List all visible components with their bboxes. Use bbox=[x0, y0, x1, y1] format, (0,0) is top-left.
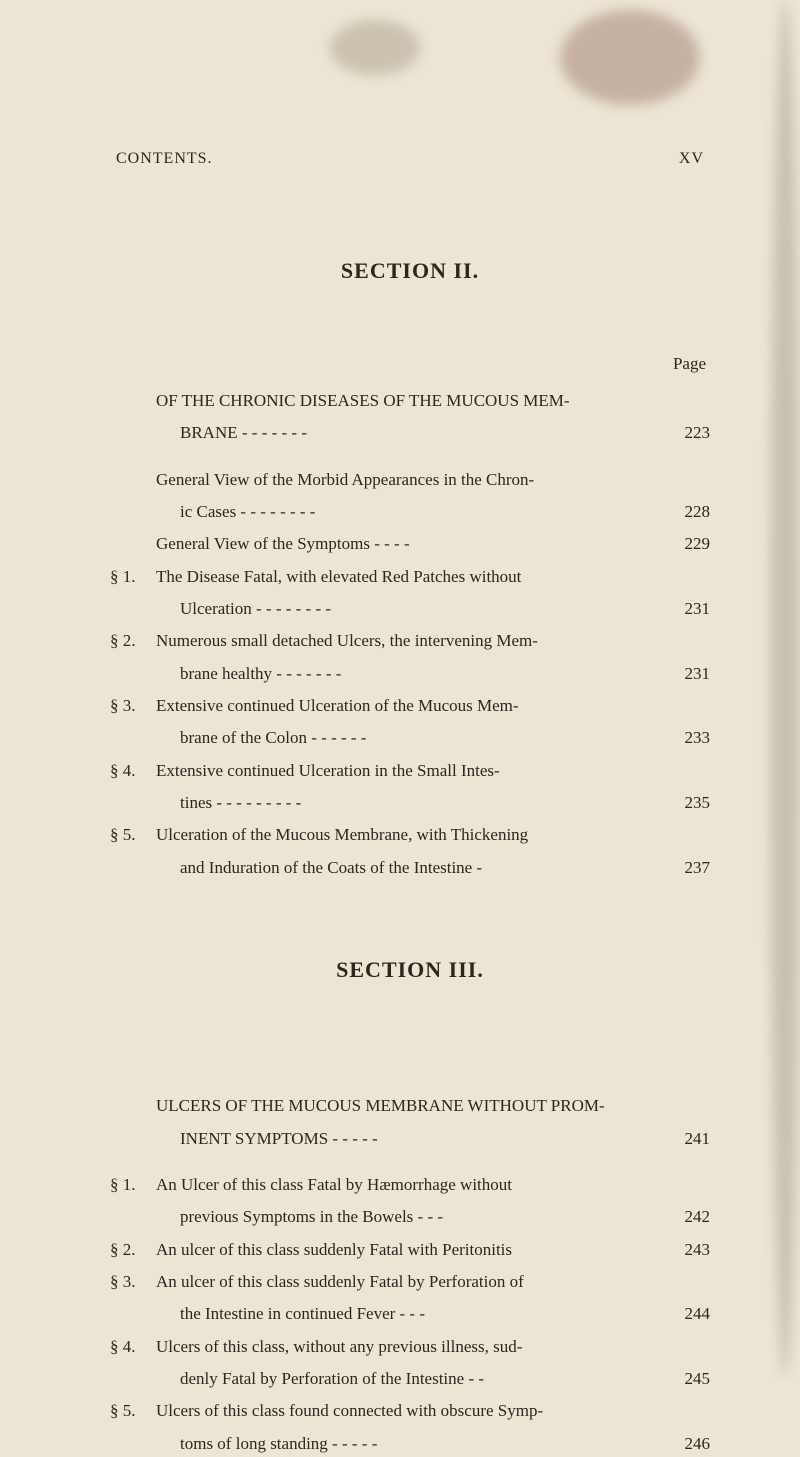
entry-text: toms of long standing - - - - - bbox=[156, 1431, 656, 1457]
entry-page: 242 bbox=[656, 1204, 710, 1230]
entry-text: Extensive continued Ulceration of the Mu… bbox=[156, 693, 656, 719]
section-3-entry: § 3.An ulcer of this class suddenly Fata… bbox=[110, 1269, 710, 1295]
entry-page: 233 bbox=[656, 725, 710, 751]
entry-text: OF THE CHRONIC DISEASES OF THE MUCOUS ME… bbox=[156, 388, 656, 414]
section-3-entry: toms of long standing - - - - -246 bbox=[110, 1431, 710, 1457]
entry-marker: § 2. bbox=[110, 1237, 156, 1263]
running-head: CONTENTS. XV bbox=[110, 150, 710, 168]
entry-text: An Ulcer of this class Fatal by Hæmorrha… bbox=[156, 1172, 656, 1198]
entry-text: Ulceration - - - - - - - - bbox=[156, 596, 656, 622]
section-2-entry: § 2.Numerous small detached Ulcers, the … bbox=[110, 628, 710, 654]
entry-page: 231 bbox=[656, 661, 710, 687]
section-2-entry: § 4.Extensive continued Ulceration in th… bbox=[110, 758, 710, 784]
entry-text: and Induration of the Coats of the Intes… bbox=[156, 855, 656, 881]
section-3-entry: § 4.Ulcers of this class, without any pr… bbox=[110, 1334, 710, 1360]
entry-text: previous Symptoms in the Bowels - - - bbox=[156, 1204, 656, 1230]
entry-text: ic Cases - - - - - - - - bbox=[156, 499, 656, 525]
section-3-entry: § 1.An Ulcer of this class Fatal by Hæmo… bbox=[110, 1172, 710, 1198]
section-2-entry: General View of the Symptoms - - - -229 bbox=[110, 531, 710, 557]
entry-marker: § 4. bbox=[110, 758, 156, 784]
entry-text: INENT SYMPTOMS - - - - - bbox=[156, 1126, 656, 1152]
section-3-head-line1: ULCERS OF THE MUCOUS MEMBRANE WITHOUT PR… bbox=[110, 1093, 710, 1119]
entry-marker: § 3. bbox=[110, 1269, 156, 1295]
section-2-head-line2: BRANE - - - - - - - 223 bbox=[110, 420, 710, 446]
page: CONTENTS. XV SECTION II. Page OF THE CHR… bbox=[0, 0, 800, 1377]
entry-page: 237 bbox=[656, 855, 710, 881]
entry-page: 241 bbox=[656, 1126, 710, 1152]
entry-marker: § 5. bbox=[110, 822, 156, 848]
section-2-entry: brane healthy - - - - - - -231 bbox=[110, 661, 710, 687]
section-3-entry: previous Symptoms in the Bowels - - -242 bbox=[110, 1204, 710, 1230]
entry-text: General View of the Morbid Appearances i… bbox=[156, 467, 656, 493]
entry-page: 244 bbox=[656, 1301, 710, 1327]
section-2-entry: brane of the Colon - - - - - -233 bbox=[110, 725, 710, 751]
entry-text: The Disease Fatal, with elevated Red Pat… bbox=[156, 564, 656, 590]
section-2-entry: ic Cases - - - - - - - -228 bbox=[110, 499, 710, 525]
section-2-entry: § 5.Ulceration of the Mucous Membrane, w… bbox=[110, 822, 710, 848]
entry-page: 235 bbox=[656, 790, 710, 816]
section-3-entry: denly Fatal by Perforation of the Intest… bbox=[110, 1366, 710, 1392]
entry-page: 229 bbox=[656, 531, 710, 557]
section-3-title: SECTION III. bbox=[110, 957, 710, 983]
running-head-right: XV bbox=[679, 150, 704, 168]
entry-text: General View of the Symptoms - - - - bbox=[156, 531, 656, 557]
section-3-head-line2: INENT SYMPTOMS - - - - - 241 bbox=[110, 1126, 710, 1152]
entry-page: 223 bbox=[656, 420, 710, 446]
running-head-left: CONTENTS. bbox=[116, 150, 213, 168]
entry-text: the Intestine in continued Fever - - - bbox=[156, 1301, 656, 1327]
section-2-entry: General View of the Morbid Appearances i… bbox=[110, 467, 710, 493]
section-2-entry: tines - - - - - - - - -235 bbox=[110, 790, 710, 816]
entry-marker: § 4. bbox=[110, 1334, 156, 1360]
section-2-entry: and Induration of the Coats of the Intes… bbox=[110, 855, 710, 881]
entry-marker: § 1. bbox=[110, 1172, 156, 1198]
entry-marker: § 5. bbox=[110, 1398, 156, 1424]
entry-text: BRANE - - - - - - - bbox=[156, 420, 656, 446]
section-2-entry: § 3.Extensive continued Ulceration of th… bbox=[110, 693, 710, 719]
entry-text: brane of the Colon - - - - - - bbox=[156, 725, 656, 751]
entry-text: denly Fatal by Perforation of the Intest… bbox=[156, 1366, 656, 1392]
entry-text: ULCERS OF THE MUCOUS MEMBRANE WITHOUT PR… bbox=[156, 1093, 656, 1119]
entry-marker: § 1. bbox=[110, 564, 156, 590]
section-3-entry: the Intestine in continued Fever - - -24… bbox=[110, 1301, 710, 1327]
section-3-entry: § 5.Ulcers of this class found connected… bbox=[110, 1398, 710, 1424]
entry-page: 231 bbox=[656, 596, 710, 622]
page-label: Page bbox=[110, 354, 710, 374]
section-2-title: SECTION II. bbox=[110, 258, 710, 284]
entry-text: Ulcers of this class, without any previo… bbox=[156, 1334, 656, 1360]
section-3-entry: § 2.An ulcer of this class suddenly Fata… bbox=[110, 1237, 710, 1263]
entry-text: An ulcer of this class suddenly Fatal wi… bbox=[156, 1237, 656, 1263]
section-2-entry: § 1.The Disease Fatal, with elevated Red… bbox=[110, 564, 710, 590]
entry-text: Ulceration of the Mucous Membrane, with … bbox=[156, 822, 656, 848]
entry-text: brane healthy - - - - - - - bbox=[156, 661, 656, 687]
entry-page: 246 bbox=[656, 1431, 710, 1457]
entry-text: Ulcers of this class found connected wit… bbox=[156, 1398, 656, 1424]
entry-page: 243 bbox=[656, 1237, 710, 1263]
section-2-head-line1: OF THE CHRONIC DISEASES OF THE MUCOUS ME… bbox=[110, 388, 710, 414]
entry-marker: § 3. bbox=[110, 693, 156, 719]
section-2-entry: Ulceration - - - - - - - -231 bbox=[110, 596, 710, 622]
entry-text: tines - - - - - - - - - bbox=[156, 790, 656, 816]
entry-text: An ulcer of this class suddenly Fatal by… bbox=[156, 1269, 656, 1295]
entry-page: 228 bbox=[656, 499, 710, 525]
entry-text: Extensive continued Ulceration in the Sm… bbox=[156, 758, 656, 784]
entry-marker: § 2. bbox=[110, 628, 156, 654]
entry-text: Numerous small detached Ulcers, the inte… bbox=[156, 628, 656, 654]
entry-page: 245 bbox=[656, 1366, 710, 1392]
